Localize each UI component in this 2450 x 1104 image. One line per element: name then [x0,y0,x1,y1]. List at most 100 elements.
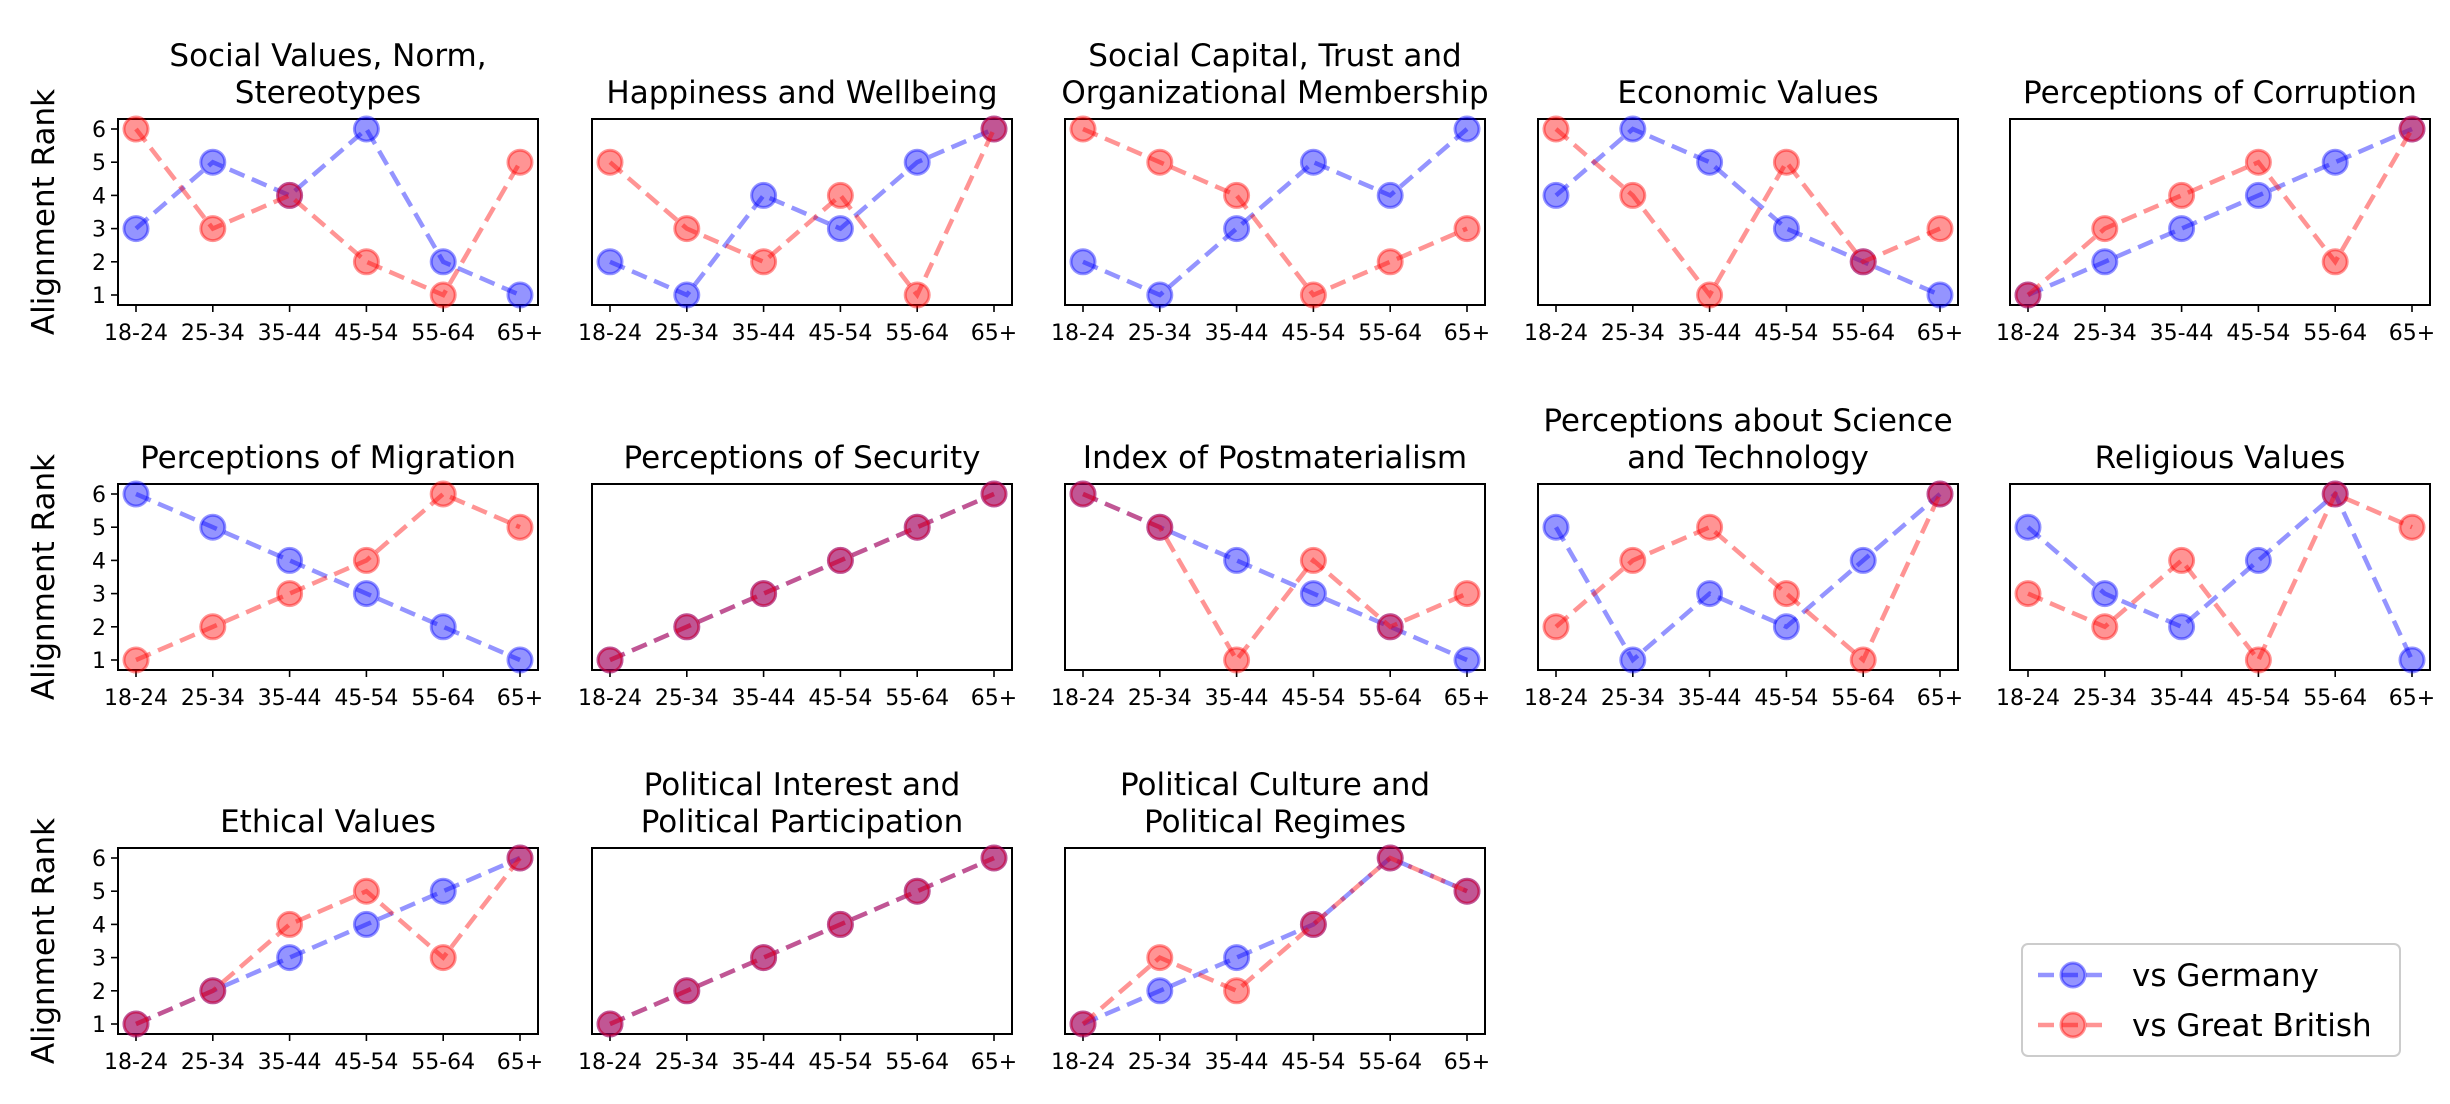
y-tick-label: 5 [92,151,106,176]
data-point-great_british [122,1010,150,1038]
x-tick-label: 18-24 [1996,321,2060,346]
data-point-great_british [673,613,701,641]
panel-frame [1537,483,1959,671]
data-point-great_british [429,944,457,972]
series-line-great_british [609,855,995,1027]
panel-10: Ethical Values 18-24 25-34 35-44 45-54 55-64 6… [26,804,543,1075]
data-point-great_british [980,844,1008,872]
data-point-great_british [1453,580,1481,608]
data-point-germany [1696,148,1724,176]
data-point-great_british [1376,613,1404,641]
series-line-germany [135,855,521,1027]
x-tick-label: 55-64 [1831,321,1895,346]
data-point-great_british [1772,148,1800,176]
x-tick-label: 18-24 [104,1050,168,1075]
panel-title: Political Interest and Political Particip… [641,767,964,840]
panel-0: Social Values, Norm, Stereotypes 18-24 25-3… [26,38,543,346]
data-point-great_british [2014,281,2042,309]
legend-label: vs Germany [2132,958,2319,994]
data-point-germany [750,580,778,608]
data-point-great_british [1772,580,1800,608]
data-point-germany [429,613,457,641]
x-tick-label: 65+ [1444,1050,1490,1075]
x-tick-label: 18-24 [1996,686,2060,711]
x-tick-label: 35-44 [732,321,796,346]
x-tick-label: 35-44 [1205,321,1269,346]
series-line-germany [2027,126,2413,298]
data-point-germany [2321,148,2349,176]
data-point-germany [750,944,778,972]
x-tick-label: 65+ [1444,686,1490,711]
data-point-great_british [673,977,701,1005]
data-point-germany [1376,844,1404,872]
panel-frame [591,847,1013,1035]
data-point-germany [429,877,457,905]
x-tick-label: 55-64 [1358,321,1422,346]
x-tick-label: 45-54 [2226,321,2290,346]
x-tick-label: 65+ [2389,686,2435,711]
y-tick-label: 3 [92,583,106,608]
x-tick-label: 65+ [497,321,543,346]
x-tick-label: 55-64 [1831,686,1895,711]
data-point-germany [352,580,380,608]
x-tick-label: 65+ [1917,686,1963,711]
data-point-great_british [980,115,1008,143]
x-tick-label: 35-44 [258,321,322,346]
panel-2: Social Capital, Trust and Organizational … [1051,38,1490,346]
data-point-germany [1299,148,1327,176]
panel-title: Perceptions about Science and Technology [1543,403,1952,476]
data-point-great_british [826,181,854,209]
x-tick-label: 45-54 [334,321,398,346]
data-point-germany [1453,115,1481,143]
x-tick-label: 35-44 [258,686,322,711]
series-line-great_british [609,491,995,663]
data-point-germany [826,546,854,574]
data-point-great_british [1696,513,1724,541]
y-tick-label: 3 [92,947,106,972]
series-line-germany [1082,855,1468,1027]
data-point-great_british [352,546,380,574]
x-tick-label: 55-64 [1358,1050,1422,1075]
y-tick-label: 2 [92,980,106,1005]
panel-title: Index of Postmaterialism [1083,440,1467,476]
data-point-germany [1849,546,1877,574]
data-point-great_british [352,248,380,276]
panel-frame [1064,118,1486,306]
panel-title: Social Capital, Trust and Organizational … [1061,38,1488,111]
x-tick-label: 18-24 [1051,1050,1115,1075]
panel-9: Religious Values 18-24 25-34 35-44 45-54 55-6… [1996,440,2435,711]
panel-title: Perceptions of Security [624,440,981,476]
data-point-germany [1926,480,1954,508]
data-point-great_british [2091,215,2119,243]
data-point-germany [1849,248,1877,276]
x-tick-label: 35-44 [732,1050,796,1075]
data-point-great_british [826,546,854,574]
series-line-germany [135,491,521,663]
x-tick-label: 55-64 [2303,321,2367,346]
series-line-great_british [2026,127,2414,297]
series-line-great_british [1554,493,1943,664]
data-point-great_british [1376,844,1404,872]
x-tick-label: 18-24 [104,321,168,346]
x-tick-label: 55-64 [411,321,475,346]
panel-8: Perceptions about Science and Technology 1… [1524,403,1963,711]
series-line-germany [609,126,995,298]
data-point-great_british [596,148,624,176]
x-tick-label: 35-44 [2150,321,2214,346]
panel-frame [1064,483,1486,671]
y-tick-label: 4 [92,184,106,209]
data-point-germany [826,910,854,938]
data-point-germany [1223,215,1251,243]
data-point-great_british [276,181,304,209]
data-point-germany [1223,546,1251,574]
data-point-great_british [429,281,457,309]
data-point-great_british [199,215,227,243]
data-point-germany [199,148,227,176]
data-point-great_british [596,646,624,674]
x-tick-label: 65+ [971,686,1017,711]
data-point-germany [1453,646,1481,674]
x-tick-label: 55-64 [411,686,475,711]
series-line-great_british [1554,127,1941,300]
x-tick-label: 55-64 [411,1050,475,1075]
data-point-great_british [1223,977,1251,1005]
